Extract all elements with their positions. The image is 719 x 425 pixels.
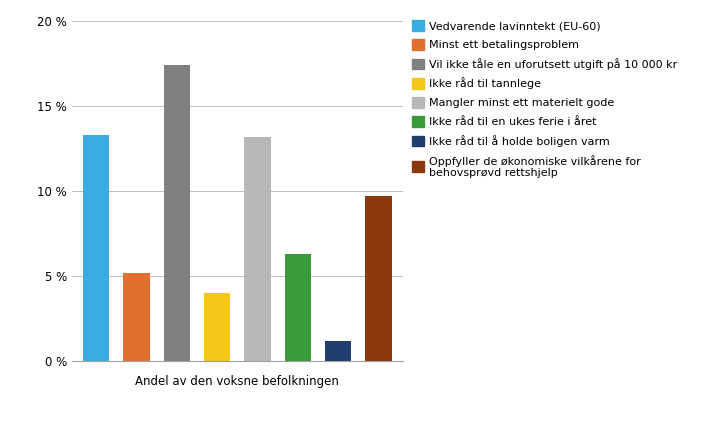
Bar [325, 341, 351, 361]
Bar [124, 273, 150, 361]
Bar [244, 137, 270, 361]
Bar [204, 293, 230, 361]
Bar [83, 135, 109, 361]
Legend: Vedvarende lavinntekt (EU-60), Minst ett betalingsproblem, Vil ikke tåle en ufor: Vedvarende lavinntekt (EU-60), Minst ett… [411, 20, 677, 178]
Bar [285, 254, 311, 361]
Bar [164, 65, 190, 361]
X-axis label: Andel av den voksne befolkningen: Andel av den voksne befolkningen [135, 375, 339, 388]
Bar [365, 196, 392, 361]
